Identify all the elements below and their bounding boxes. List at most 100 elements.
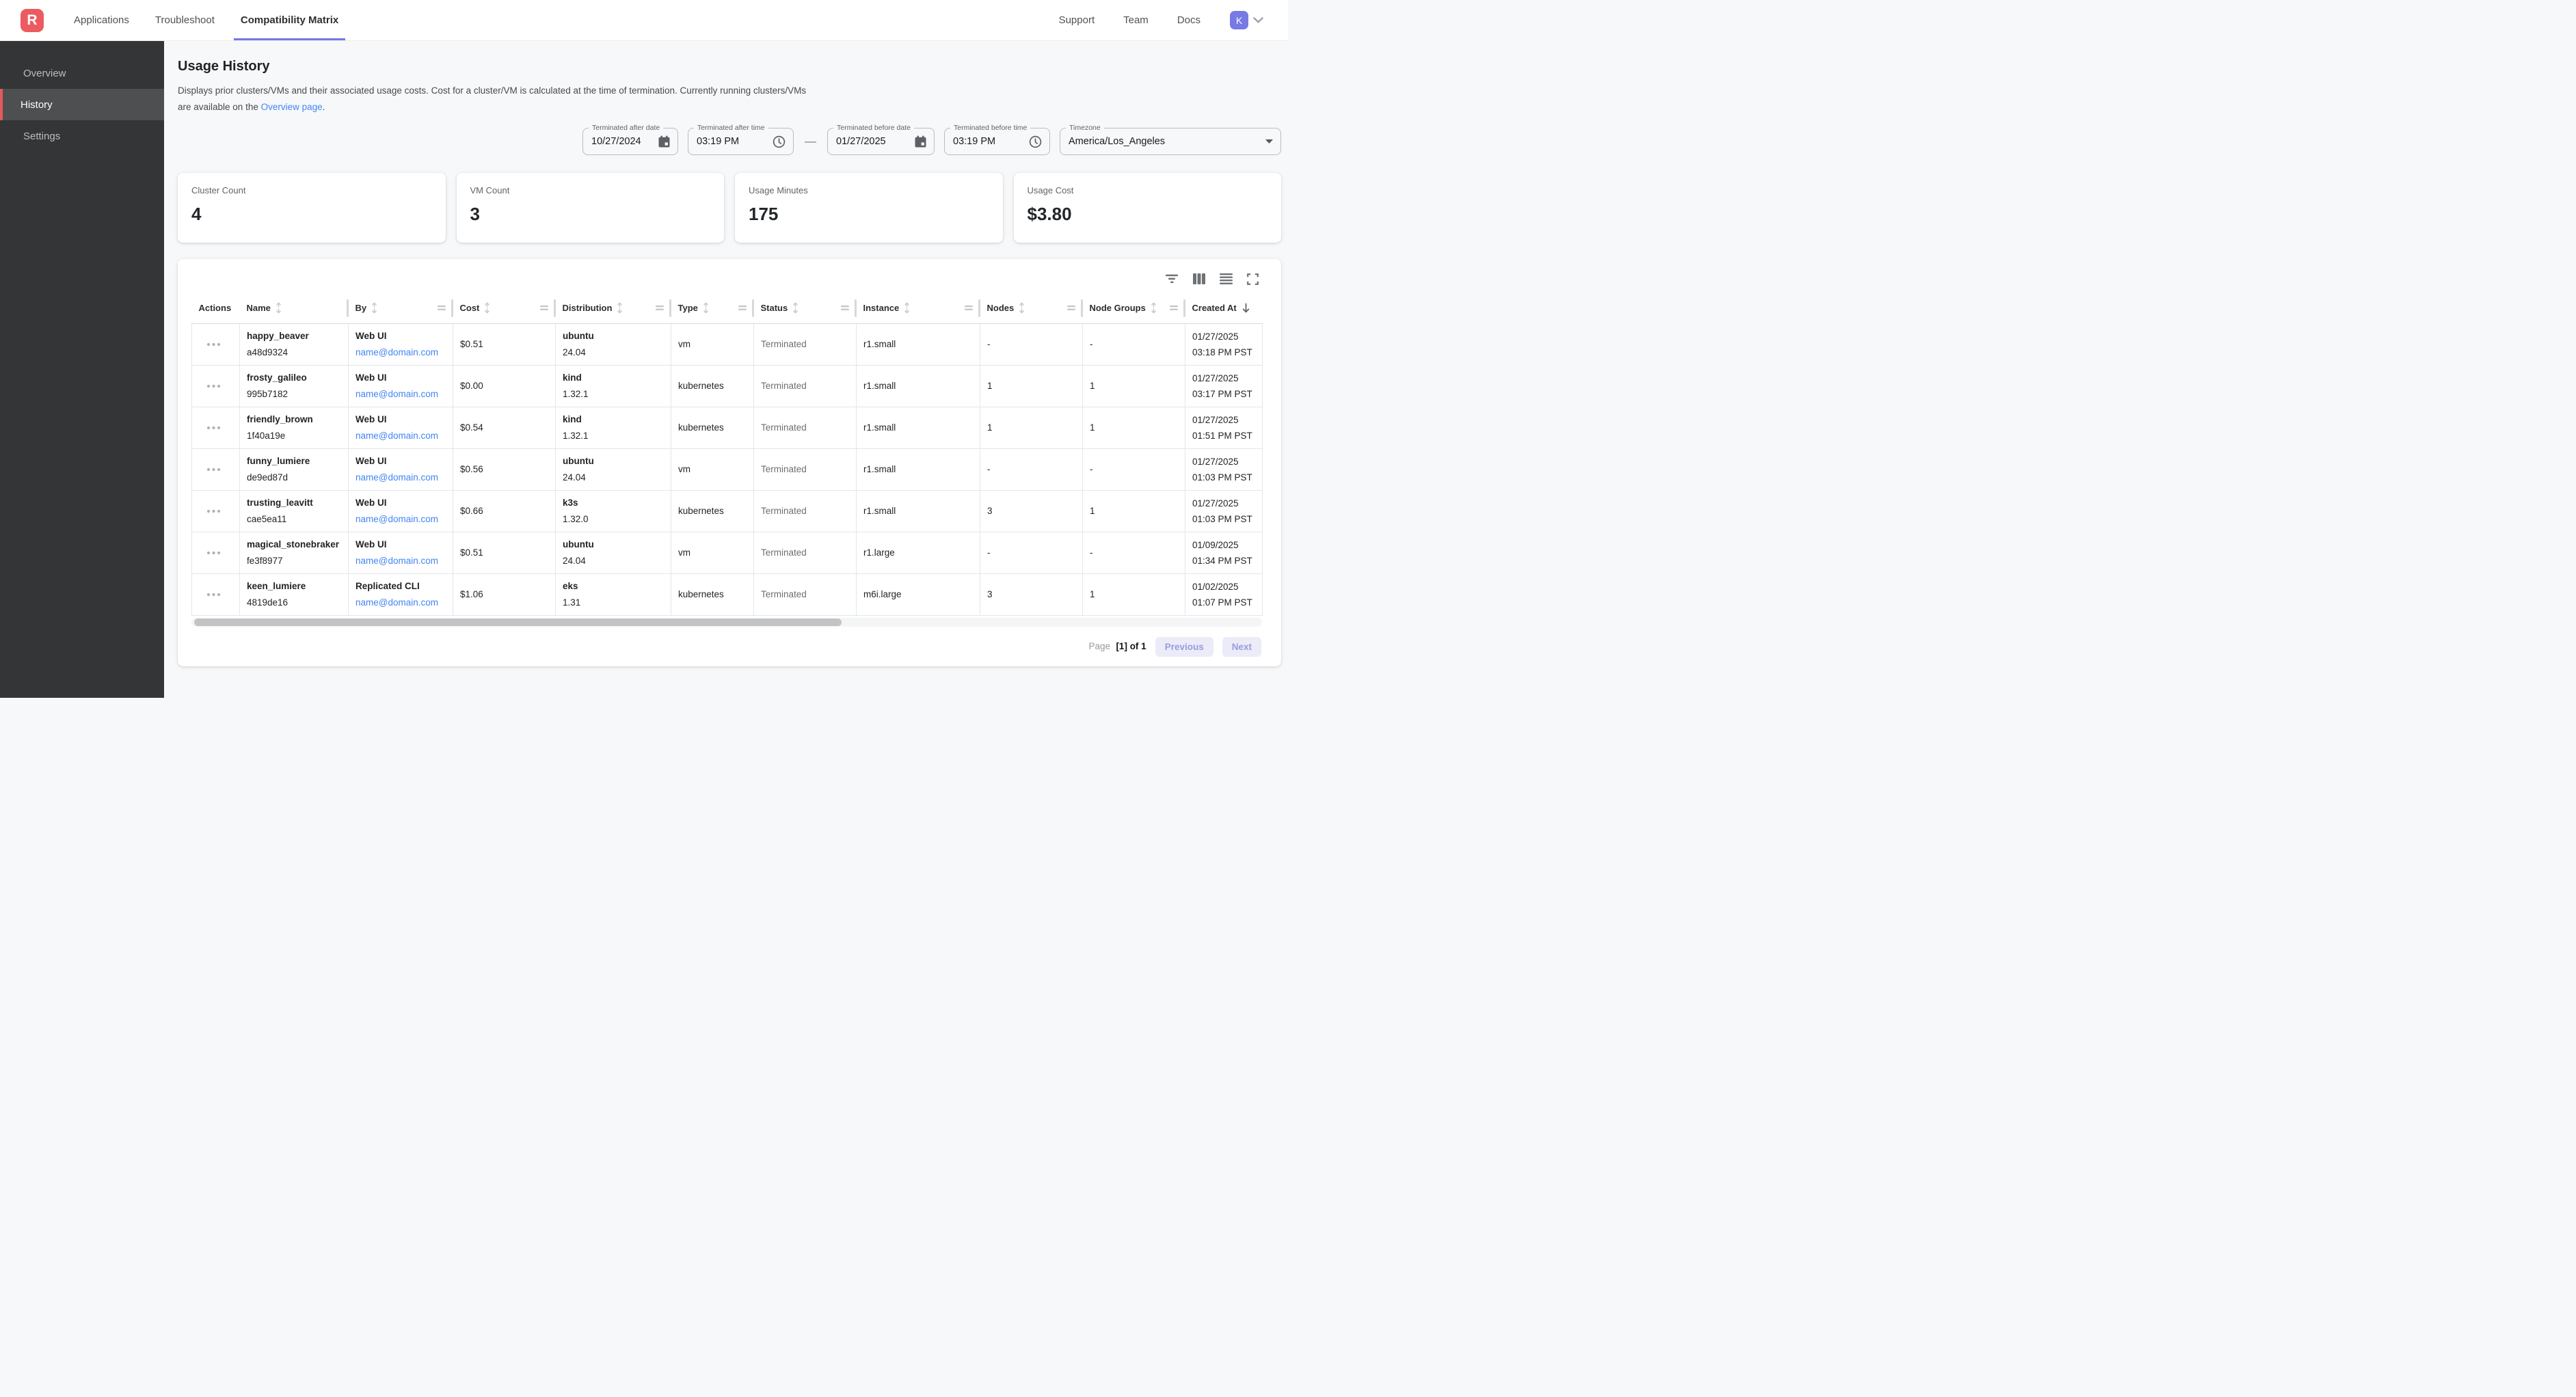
filter-terminated-before-date[interactable]: Terminated before date 01/27/2025	[827, 124, 935, 155]
filter-icon[interactable]	[1165, 274, 1179, 284]
fullscreen-icon[interactable]	[1247, 273, 1259, 285]
column-header-label: Name	[246, 303, 271, 314]
avatar[interactable]: K	[1230, 11, 1248, 29]
column-menu-icon[interactable]	[840, 305, 849, 311]
row-actions-button[interactable]	[202, 588, 225, 601]
columns-icon[interactable]	[1193, 273, 1205, 284]
column-header-distribution[interactable]: Distribution	[555, 293, 671, 324]
column-header-name[interactable]: Name	[239, 293, 349, 324]
email-link[interactable]: name@domain.com	[355, 597, 439, 608]
filter-timezone[interactable]: Timezone America/Los_Angeles	[1060, 124, 1281, 155]
column-header-label: Type	[677, 303, 698, 314]
cell-by: Replicated CLI name@domain.com	[355, 581, 448, 608]
email-link[interactable]: name@domain.com	[355, 514, 439, 524]
sidebar-item-history[interactable]: History	[0, 89, 164, 120]
sidebar-item-overview[interactable]: Overview	[23, 67, 66, 79]
filter-terminated-before-time[interactable]: Terminated before time 03:19 PM	[944, 124, 1050, 155]
cell-distribution: ubuntu 24.04	[555, 532, 671, 574]
sort-icon	[702, 302, 710, 314]
cell-type: kubernetes	[671, 573, 754, 616]
column-header-by[interactable]: By	[348, 293, 453, 324]
nav-item-support[interactable]: Support	[1058, 14, 1095, 26]
column-menu-icon[interactable]	[964, 305, 973, 311]
row-cost: $0.54	[460, 422, 483, 433]
row-actions-button[interactable]	[202, 338, 225, 351]
next-button[interactable]: Next	[1222, 636, 1261, 657]
cell-distribution: ubuntu 24.04	[563, 331, 667, 357]
column-header-nodes[interactable]: Nodes	[980, 293, 1083, 324]
row-distribution: ubuntu	[563, 539, 594, 550]
row-cost: $1.06	[460, 589, 483, 599]
cell-actions	[191, 365, 240, 407]
row-actions-button[interactable]	[202, 422, 225, 434]
column-header-inner: Actions	[199, 303, 240, 313]
replicated-logo[interactable]: R	[21, 8, 44, 32]
column-header-instance[interactable]: Instance	[856, 293, 980, 324]
column-header-type[interactable]: Type	[671, 293, 754, 324]
column-menu-icon[interactable]	[738, 305, 747, 311]
row-instance: r1.small	[863, 464, 896, 474]
column-header-inner: Type	[678, 302, 754, 314]
column-header-cost[interactable]: Cost	[453, 293, 556, 324]
overview-page-link[interactable]: Overview page	[260, 102, 323, 112]
column-header-label: Instance	[863, 303, 900, 314]
email-link[interactable]: name@domain.com	[355, 556, 439, 566]
email-link[interactable]: name@domain.com	[355, 472, 439, 483]
cell-name: magical_stonebraker fe3f8977	[247, 539, 344, 566]
cell-by: Web UI name@domain.com	[348, 490, 453, 532]
column-header-inner: Name	[247, 302, 349, 314]
filter-terminated-after-time[interactable]: Terminated after time 03:19 PM	[688, 124, 794, 155]
column-menu-icon[interactable]	[437, 305, 446, 311]
cell-created-at: 01/09/2025 01:34 PM PST	[1185, 532, 1263, 574]
column-menu-icon[interactable]	[1066, 305, 1075, 311]
page-title: Usage History	[178, 59, 270, 74]
cell-cost: $0.00	[453, 365, 556, 407]
cell-type: vm	[671, 532, 754, 574]
row-node-groups: -	[1090, 339, 1093, 349]
cell-cost: $0.56	[453, 448, 556, 491]
filter-terminated-after-date[interactable]: Terminated after date 10/27/2024	[582, 124, 678, 155]
chevron-down-icon[interactable]	[1253, 17, 1263, 23]
column-menu-icon[interactable]	[655, 305, 664, 311]
cell-created-at: 01/02/2025 01:07 PM PST	[1185, 573, 1263, 616]
filter-label: Terminated after date	[589, 124, 664, 133]
cell-name: trusting_leavitt cae5ea11	[247, 498, 344, 524]
horizontal-scrollbar-track[interactable]	[191, 617, 1262, 627]
cell-cost: $0.51	[453, 323, 556, 366]
row-status: Terminated	[761, 339, 807, 349]
column-header-node-groups[interactable]: Node Groups	[1082, 293, 1185, 324]
email-link[interactable]: name@domain.com	[355, 431, 439, 441]
horizontal-scrollbar-thumb[interactable]	[194, 618, 842, 626]
nav-item-troubleshoot[interactable]: Troubleshoot	[148, 0, 222, 40]
cell-status: Terminated	[753, 407, 857, 449]
row-actions-button[interactable]	[202, 463, 225, 476]
nav-item-docs[interactable]: Docs	[1177, 14, 1200, 26]
cell-actions	[191, 407, 240, 449]
sort-icon	[483, 302, 491, 314]
row-actions-button[interactable]	[202, 380, 225, 392]
column-menu-icon[interactable]	[539, 305, 548, 311]
row-distribution: ubuntu	[563, 456, 594, 466]
nav-item-applications[interactable]: Applications	[67, 0, 136, 40]
sidebar-item-settings[interactable]: Settings	[23, 130, 61, 142]
column-header-created-at[interactable]: Created At	[1185, 293, 1263, 324]
logo-letter: R	[27, 12, 38, 28]
column-header-actions: Actions	[191, 293, 240, 324]
row-created-date: 01/27/2025	[1192, 456, 1239, 467]
row-actions-button[interactable]	[202, 505, 225, 517]
column-menu-icon[interactable]	[1169, 305, 1178, 311]
column-header-status[interactable]: Status	[753, 293, 857, 324]
cell-by: Web UI name@domain.com	[355, 414, 448, 441]
sort-icon	[1150, 302, 1157, 314]
filter-label: Terminated before time	[950, 124, 1031, 133]
table-body: happy_beaver a48d9324 Web UI name@domain.co…	[191, 323, 1263, 616]
nav-item-compatibility-matrix[interactable]: Compatibility Matrix	[233, 0, 346, 40]
email-link[interactable]: name@domain.com	[355, 389, 439, 399]
previous-button[interactable]: Previous	[1155, 636, 1213, 657]
table-toolbar	[191, 271, 1263, 286]
row-actions-button[interactable]	[202, 547, 225, 559]
nav-item-team[interactable]: Team	[1123, 14, 1149, 26]
email-link[interactable]: name@domain.com	[355, 347, 439, 357]
cell-cost: $0.66	[453, 490, 556, 532]
density-icon[interactable]	[1220, 273, 1233, 284]
